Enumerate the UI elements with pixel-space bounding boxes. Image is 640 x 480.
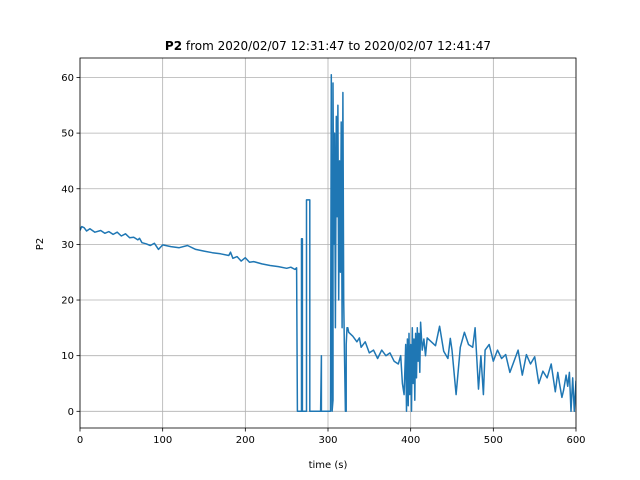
chart-title-bold: P2 — [165, 39, 182, 53]
y-axis-label: P2 — [35, 238, 46, 250]
x-tick-label: 500 — [484, 435, 503, 446]
x-tick-label: 600 — [566, 435, 585, 446]
y-tick-label: 30 — [61, 240, 74, 251]
x-tick-label: 300 — [318, 435, 337, 446]
y-tick-label: 50 — [61, 129, 74, 140]
chart-title-rest: from 2020/02/07 12:31:47 to 2020/02/07 1… — [182, 39, 491, 53]
x-tick-label: 0 — [77, 435, 83, 446]
y-tick-label: 10 — [61, 351, 74, 362]
y-tick-label: 60 — [61, 73, 74, 84]
y-tick-label: 40 — [61, 184, 74, 195]
x-tick-label: 400 — [401, 435, 420, 446]
chart-title: P2 from 2020/02/07 12:31:47 to 2020/02/0… — [165, 39, 491, 53]
series-line — [80, 73, 576, 413]
x-tick-label: 100 — [153, 435, 172, 446]
x-tick-label: 200 — [236, 435, 255, 446]
y-tick-label: 20 — [61, 296, 74, 307]
y-tick-label: 0 — [68, 407, 74, 418]
x-axis-label: time (s) — [309, 460, 348, 471]
